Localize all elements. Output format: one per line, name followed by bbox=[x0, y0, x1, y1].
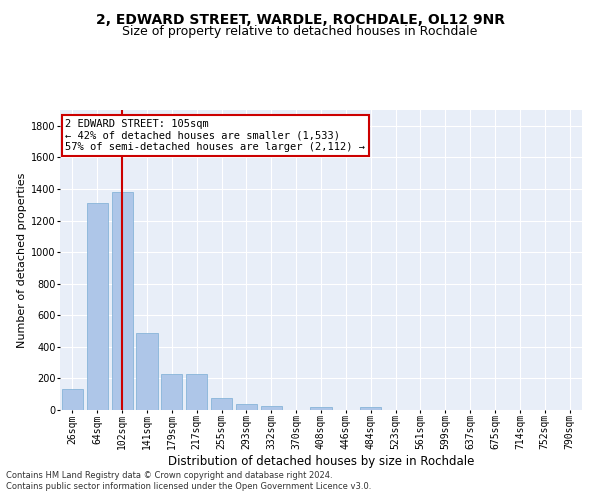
Text: Contains HM Land Registry data © Crown copyright and database right 2024.: Contains HM Land Registry data © Crown c… bbox=[6, 471, 332, 480]
Bar bbox=[261, 406, 282, 410]
Bar bbox=[136, 332, 158, 410]
Bar bbox=[310, 407, 332, 410]
Bar bbox=[161, 374, 182, 410]
Bar bbox=[62, 390, 83, 410]
Text: 2 EDWARD STREET: 105sqm
← 42% of detached houses are smaller (1,533)
57% of semi: 2 EDWARD STREET: 105sqm ← 42% of detache… bbox=[65, 119, 365, 152]
Text: Contains public sector information licensed under the Open Government Licence v3: Contains public sector information licen… bbox=[6, 482, 371, 491]
Text: Size of property relative to detached houses in Rochdale: Size of property relative to detached ho… bbox=[122, 25, 478, 38]
Bar bbox=[186, 374, 207, 410]
X-axis label: Distribution of detached houses by size in Rochdale: Distribution of detached houses by size … bbox=[168, 455, 474, 468]
Bar bbox=[236, 404, 257, 410]
Bar bbox=[87, 203, 108, 410]
Text: 2, EDWARD STREET, WARDLE, ROCHDALE, OL12 9NR: 2, EDWARD STREET, WARDLE, ROCHDALE, OL12… bbox=[95, 12, 505, 26]
Bar bbox=[112, 192, 133, 410]
Y-axis label: Number of detached properties: Number of detached properties bbox=[17, 172, 27, 348]
Bar bbox=[360, 407, 381, 410]
Bar bbox=[211, 398, 232, 410]
